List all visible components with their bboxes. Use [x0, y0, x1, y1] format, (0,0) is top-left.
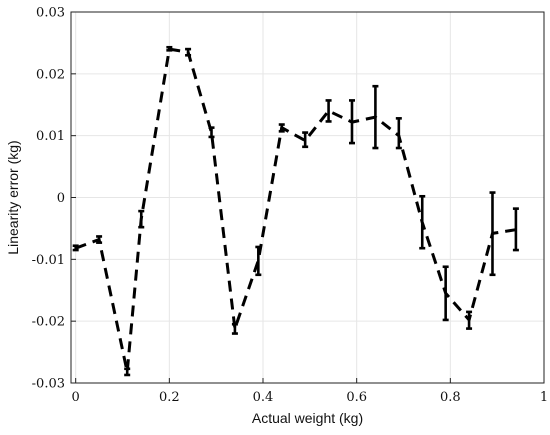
grid	[71, 11, 545, 384]
y-axis-label: Linearity error (kg)	[5, 140, 21, 254]
x-tick-label: 0	[72, 390, 80, 405]
series	[72, 45, 519, 377]
x-tick-label: 0.2	[159, 390, 180, 405]
series-dashed-line	[75, 47, 517, 374]
x-axis-label: Actual weight (kg)	[252, 410, 363, 426]
y-tick-label: 0.01	[36, 129, 65, 144]
y-tick-label: -0.02	[32, 315, 65, 330]
y-tick-label: 0.03	[36, 6, 65, 21]
y-tick-label: 0	[57, 191, 65, 206]
ticks: 0 0.2 0.4 0.6 0.8 1 -0.03 -0.02 -0.01 0 0.01 0.02 0.…	[32, 6, 548, 406]
y-tick-label: -0.01	[32, 253, 65, 268]
x-tick-label: 1	[540, 390, 548, 405]
x-tick-label: 0.4	[253, 390, 274, 405]
y-tick-label: 0.02	[36, 67, 65, 82]
y-tick-label: -0.03	[32, 377, 65, 392]
x-tick-label: 0.6	[346, 390, 367, 405]
x-tick-label: 0.8	[440, 390, 461, 405]
